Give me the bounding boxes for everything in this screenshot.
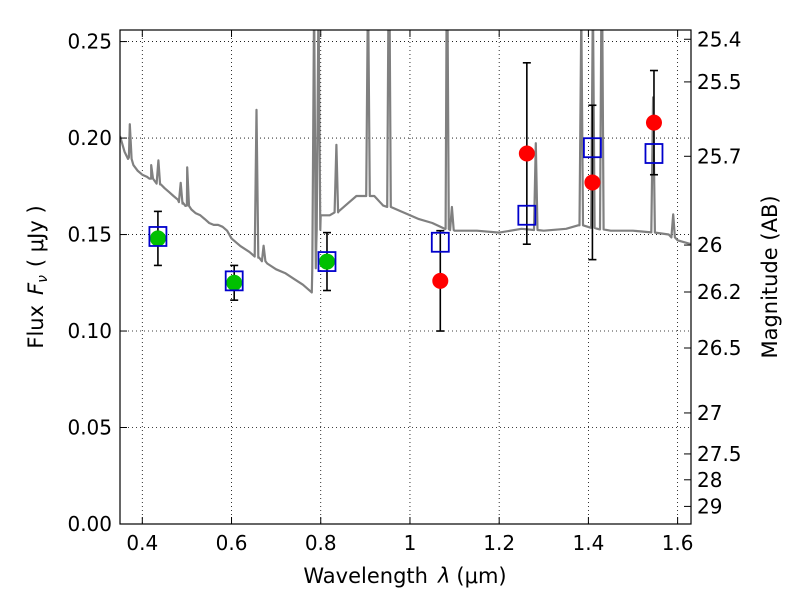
x-tick-label: 0.6	[216, 531, 248, 555]
detection-point	[226, 274, 243, 291]
model-box	[430, 231, 450, 253]
model-box	[148, 226, 168, 247]
x-tick-label: 1.6	[662, 531, 694, 555]
model-box	[317, 251, 337, 272]
x-tick-label: 1.2	[483, 531, 515, 555]
y-tick-label: 0.25	[67, 30, 112, 54]
y-tick-label: 0.15	[67, 223, 112, 247]
x-tick-label: 0.8	[305, 531, 337, 555]
right-tick-label: 26	[697, 233, 722, 257]
detection-point	[318, 253, 335, 270]
y-tick-label: 0.20	[67, 126, 112, 150]
x-tick-label: 1.4	[572, 531, 604, 555]
spectrum-line	[120, 30, 691, 294]
x-tick-label: 1	[404, 531, 417, 555]
y-tick-label: 0.10	[67, 319, 112, 343]
y-tick-label: 0.05	[67, 416, 112, 440]
right-tick-label: 27.5	[697, 442, 742, 466]
right-tick-label: 25.4	[697, 27, 742, 51]
model-spectrum	[120, 30, 691, 294]
right-tick-label: 26.2	[697, 280, 742, 304]
y-axis-label: FluxFν( μJy )	[24, 205, 51, 348]
model-box	[583, 137, 602, 159]
measured-point	[518, 145, 535, 162]
axis-ticks: 0.4 0.6 0.8 1 1.2 1.4 1.6 0.00 0.05 0.10 0.15 0.20 0…	[67, 27, 741, 555]
right-axis-label: Magnitude (AB)	[758, 195, 782, 358]
measured-point	[584, 174, 601, 191]
plot-frame	[119, 29, 692, 525]
y-tick-label: 0.00	[67, 512, 112, 536]
measured-point	[432, 272, 449, 289]
right-tick-label: 28	[697, 468, 722, 492]
model-box	[644, 143, 664, 164]
right-tick-label: 25.5	[697, 70, 742, 94]
right-tick-label: 29	[697, 494, 722, 518]
x-axis-label: Wavelength λ (μm)	[303, 564, 506, 588]
x-tick-label: 0.4	[126, 531, 158, 555]
detection-point	[149, 230, 166, 247]
right-tick-label: 26.5	[697, 336, 742, 360]
right-tick-label: 27	[697, 401, 722, 425]
model-box	[517, 204, 537, 226]
right-tick-label: 25.7	[697, 144, 742, 168]
data-markers	[148, 62, 664, 332]
measured-point	[645, 114, 662, 131]
model-box	[224, 270, 244, 292]
